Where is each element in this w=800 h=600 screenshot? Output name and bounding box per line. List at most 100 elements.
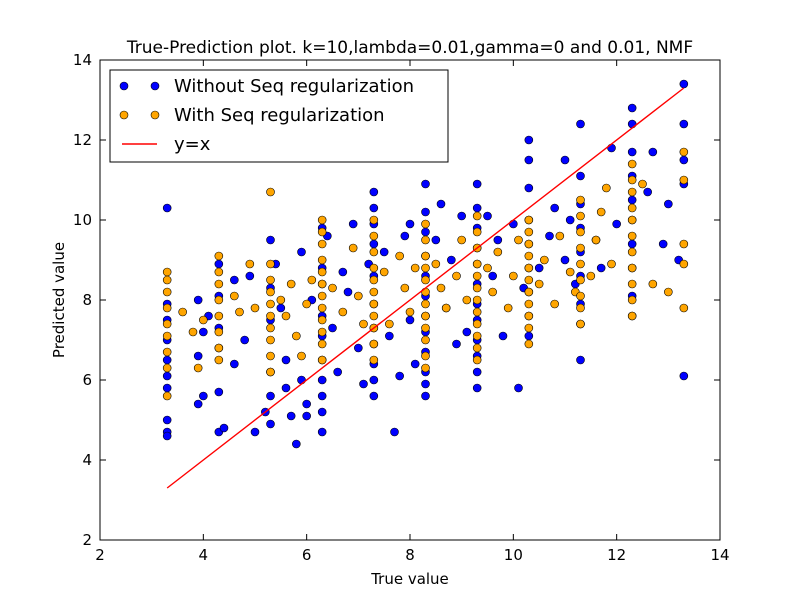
x-tick-label: 8 bbox=[405, 546, 415, 564]
data-point-without-seq bbox=[421, 391, 430, 401]
data-point-with-seq bbox=[576, 275, 585, 285]
data-point-without-seq bbox=[343, 287, 353, 297]
data-point-with-seq bbox=[369, 247, 379, 257]
data-point-with-seq bbox=[214, 327, 224, 337]
data-point-with-seq bbox=[307, 275, 317, 285]
data-point-with-seq bbox=[266, 187, 275, 197]
data-point-without-seq bbox=[576, 171, 585, 181]
data-point-with-seq bbox=[627, 175, 637, 185]
data-point-with-seq bbox=[679, 175, 689, 185]
data-point-with-seq bbox=[266, 335, 275, 345]
data-point-with-seq bbox=[338, 307, 348, 317]
data-point-with-seq bbox=[576, 291, 585, 301]
data-point-without-seq bbox=[302, 399, 311, 409]
data-point-without-seq bbox=[509, 219, 518, 229]
data-point-without-seq bbox=[452, 339, 461, 349]
data-point-without-seq bbox=[421, 379, 430, 389]
data-point-without-seq bbox=[405, 219, 415, 229]
data-point-with-seq bbox=[214, 355, 224, 365]
data-point-with-seq bbox=[441, 303, 451, 313]
data-point-with-seq bbox=[214, 311, 224, 321]
data-point-with-seq bbox=[550, 299, 559, 309]
data-point-without-seq bbox=[302, 411, 311, 421]
data-point-without-seq bbox=[524, 135, 534, 145]
x-tick-label: 12 bbox=[607, 546, 626, 564]
data-point-with-seq bbox=[302, 299, 311, 309]
data-point-without-seq bbox=[348, 219, 358, 229]
data-point-without-seq bbox=[162, 355, 172, 365]
legend-marker bbox=[150, 81, 160, 91]
data-point-with-seq bbox=[162, 267, 172, 277]
data-point-without-seq bbox=[560, 155, 570, 165]
data-point-with-seq bbox=[524, 323, 534, 333]
data-point-without-seq bbox=[214, 259, 224, 269]
data-point-with-seq bbox=[317, 291, 327, 301]
data-point-with-seq bbox=[421, 311, 430, 321]
data-point-with-seq bbox=[162, 287, 172, 297]
data-point-with-seq bbox=[627, 247, 637, 257]
data-point-with-seq bbox=[576, 259, 585, 269]
x-tick-label: 2 bbox=[95, 546, 105, 564]
data-point-with-seq bbox=[369, 299, 379, 309]
data-point-with-seq bbox=[591, 235, 601, 245]
data-point-with-seq bbox=[462, 295, 472, 305]
data-point-without-seq bbox=[679, 371, 689, 381]
data-point-without-seq bbox=[550, 203, 559, 213]
data-point-without-seq bbox=[627, 103, 637, 113]
data-point-without-seq bbox=[472, 383, 482, 393]
data-point-with-seq bbox=[555, 231, 565, 241]
data-point-with-seq bbox=[405, 307, 415, 317]
data-point-without-seq bbox=[369, 203, 379, 213]
data-point-with-seq bbox=[503, 303, 513, 313]
data-point-without-seq bbox=[297, 375, 306, 385]
data-point-without-seq bbox=[421, 179, 430, 189]
data-point-with-seq bbox=[369, 263, 379, 273]
data-point-without-seq bbox=[658, 239, 668, 249]
data-point-without-seq bbox=[514, 383, 523, 393]
data-point-without-seq bbox=[472, 179, 482, 189]
data-point-with-seq bbox=[214, 279, 224, 289]
data-point-with-seq bbox=[576, 303, 585, 313]
data-point-with-seq bbox=[328, 283, 337, 293]
line-layer bbox=[166, 87, 685, 489]
data-point-with-seq bbox=[178, 307, 187, 317]
data-point-with-seq bbox=[162, 363, 172, 373]
data-point-without-seq bbox=[369, 375, 379, 385]
data-point-with-seq bbox=[627, 295, 637, 305]
data-point-without-seq bbox=[664, 199, 673, 209]
data-point-with-seq bbox=[214, 295, 224, 305]
data-point-with-seq bbox=[472, 307, 482, 317]
data-point-with-seq bbox=[627, 159, 637, 169]
data-point-without-seq bbox=[359, 379, 368, 389]
data-point-without-seq bbox=[162, 371, 172, 381]
data-point-with-seq bbox=[162, 391, 172, 401]
x-axis-label: True value bbox=[370, 570, 449, 588]
data-point-with-seq bbox=[214, 343, 224, 353]
data-point-with-seq bbox=[565, 267, 575, 277]
data-point-without-seq bbox=[162, 431, 172, 441]
data-point-without-seq bbox=[162, 203, 172, 213]
legend: Without Seq regularization With Seq regul… bbox=[109, 69, 449, 163]
data-point-without-seq bbox=[292, 439, 301, 449]
data-point-without-seq bbox=[498, 331, 508, 341]
data-point-without-seq bbox=[162, 383, 172, 393]
data-point-without-seq bbox=[679, 119, 689, 129]
data-point-without-seq bbox=[214, 387, 224, 397]
data-point-with-seq bbox=[317, 227, 327, 237]
data-point-with-seq bbox=[483, 263, 492, 273]
data-point-without-seq bbox=[317, 391, 327, 401]
data-point-without-seq bbox=[627, 147, 637, 157]
data-point-with-seq bbox=[266, 275, 275, 285]
data-point-with-seq bbox=[410, 263, 420, 273]
data-point-with-seq bbox=[317, 327, 327, 337]
data-point-with-seq bbox=[214, 267, 224, 277]
data-point-without-seq bbox=[472, 203, 482, 213]
data-point-without-seq bbox=[230, 275, 239, 285]
data-point-with-seq bbox=[199, 315, 208, 325]
data-point-without-seq bbox=[369, 391, 379, 401]
data-point-with-seq bbox=[421, 263, 430, 273]
data-point-with-seq bbox=[627, 187, 637, 197]
data-point-with-seq bbox=[188, 327, 198, 337]
data-point-with-seq bbox=[297, 351, 306, 361]
